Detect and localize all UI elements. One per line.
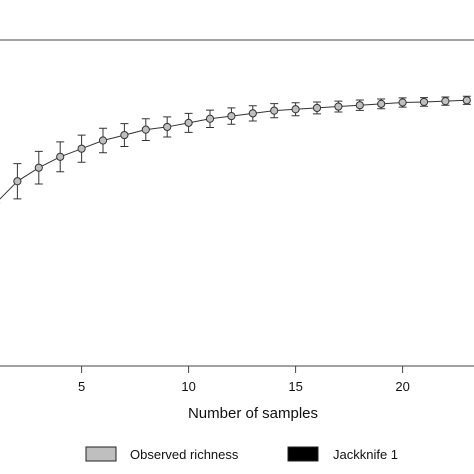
data-point-12 bbox=[227, 111, 236, 121]
legend-swatch-observed-richness bbox=[85, 446, 117, 462]
x-axis-title: Number of samples bbox=[188, 405, 318, 422]
plot-frame bbox=[0, 39, 474, 367]
data-point-8 bbox=[141, 125, 150, 134]
legend-item-observed-richness: Observed richness bbox=[85, 446, 239, 462]
data-point-20 bbox=[398, 98, 407, 107]
data-point-4 bbox=[56, 152, 65, 161]
data-point-5 bbox=[77, 144, 86, 153]
x-tick-label-15: 15 bbox=[288, 379, 302, 394]
data-point-3 bbox=[34, 163, 43, 172]
data-point-16 bbox=[312, 103, 322, 113]
data-point-14 bbox=[270, 106, 279, 115]
data-point-10 bbox=[184, 118, 193, 127]
series-layer bbox=[0, 95, 471, 204]
data-point-18 bbox=[355, 101, 364, 110]
data-point-13 bbox=[248, 109, 257, 118]
data-point-17 bbox=[334, 102, 343, 111]
legend: Observed richness Jackknife 1 bbox=[85, 446, 398, 462]
data-point-7 bbox=[120, 130, 129, 140]
legend-swatch-jackknife-1 bbox=[287, 446, 319, 462]
x-axis-ticks: 5 10 15 20 bbox=[78, 366, 410, 394]
legend-item-jackknife-1: Jackknife 1 bbox=[287, 446, 398, 462]
data-point-2 bbox=[13, 177, 22, 186]
data-point-15 bbox=[291, 105, 300, 114]
data-point-9 bbox=[163, 122, 172, 132]
data-point-19 bbox=[377, 99, 386, 108]
x-tick-label-5: 5 bbox=[78, 379, 85, 394]
x-tick-label-20: 20 bbox=[395, 379, 409, 394]
data-point-21 bbox=[419, 97, 429, 107]
data-point-11 bbox=[205, 114, 215, 123]
data-point-22 bbox=[441, 97, 450, 106]
x-tick-label-10: 10 bbox=[181, 379, 195, 394]
legend-label-observed-richness: Observed richness bbox=[130, 447, 239, 462]
legend-label-jackknife-1: Jackknife 1 bbox=[333, 447, 398, 462]
data-point-23 bbox=[462, 96, 471, 105]
data-point-6 bbox=[98, 136, 108, 145]
